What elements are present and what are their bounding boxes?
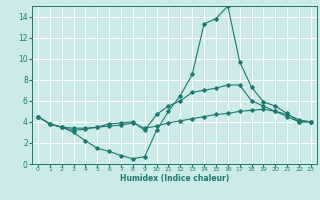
X-axis label: Humidex (Indice chaleur): Humidex (Indice chaleur) [120, 174, 229, 183]
